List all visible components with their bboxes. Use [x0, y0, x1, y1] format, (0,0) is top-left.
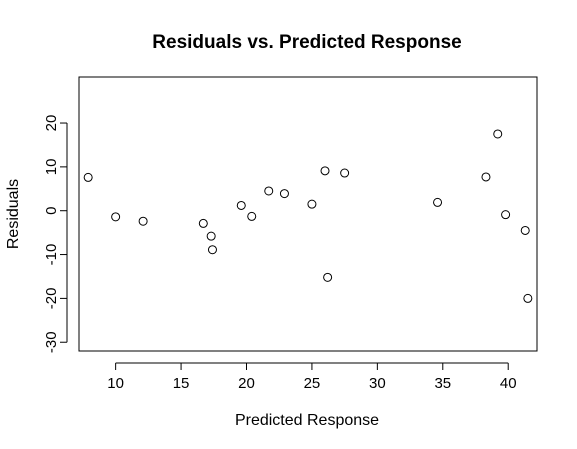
- x-tick-label: 15: [173, 375, 190, 392]
- data-point: [320, 166, 330, 176]
- data-point: [198, 218, 208, 228]
- x-tick-label: 10: [107, 375, 124, 392]
- plot-frame: [78, 76, 538, 352]
- data-point: [111, 212, 121, 222]
- data-point: [83, 172, 93, 182]
- data-point: [247, 211, 257, 221]
- data-point: [138, 216, 148, 226]
- data-point: [207, 245, 217, 255]
- data-point: [433, 197, 443, 207]
- data-point: [236, 200, 246, 210]
- data-point: [501, 210, 511, 220]
- data-point: [523, 293, 533, 303]
- chart-title: Residuals vs. Predicted Response: [152, 32, 461, 53]
- x-axis-title: Predicted Response: [235, 412, 379, 429]
- data-point: [307, 199, 317, 209]
- x-tick-label: 30: [369, 375, 386, 392]
- data-point: [481, 172, 491, 182]
- x-axis: 10 15 20 25 30 35 40: [107, 362, 517, 392]
- data-point: [520, 225, 530, 235]
- x-tick-label: 25: [304, 375, 321, 392]
- x-tick-label: 40: [500, 375, 517, 392]
- data-point: [264, 186, 274, 196]
- y-tick-label: 20: [43, 115, 60, 132]
- x-tick-label: 35: [434, 375, 451, 392]
- y-tick-label: 10: [43, 159, 60, 176]
- y-axis-title: Residuals: [5, 179, 22, 249]
- y-tick-label: -10: [43, 244, 60, 266]
- y-tick-label: 0: [43, 207, 60, 215]
- data-point: [340, 168, 350, 178]
- data-points: [83, 129, 533, 303]
- y-axis: -30 -20 -10 0 10 20: [43, 115, 68, 353]
- data-point: [323, 272, 333, 282]
- y-tick-label: -20: [43, 288, 60, 310]
- data-point: [493, 129, 503, 139]
- data-point: [279, 189, 289, 199]
- x-tick-label: 20: [238, 375, 255, 392]
- data-point: [206, 231, 216, 241]
- y-tick-label: -30: [43, 331, 60, 353]
